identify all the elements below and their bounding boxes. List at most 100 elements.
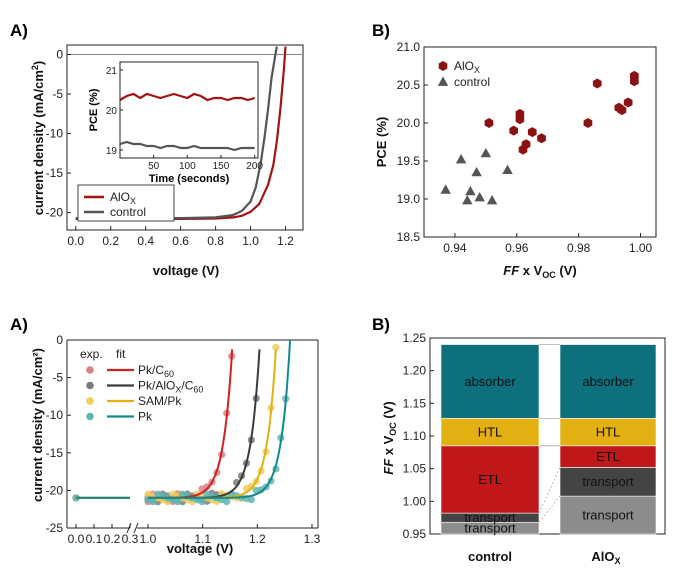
stack-segment-transport — [559, 467, 657, 497]
inset-x-tick-label: 100 — [179, 161, 196, 172]
fit-legend-label-sub2: 60 — [193, 385, 203, 395]
panel-label-bottom-right: B) — [372, 315, 390, 334]
scatter-legend: AlOX control — [437, 59, 490, 89]
fit-legend-label: Pk/C60 — [138, 363, 174, 379]
stack-segment-label-transport: transport — [464, 510, 516, 525]
scatter-legend-alox-marker — [438, 61, 448, 71]
fit-exp-point — [272, 343, 280, 352]
fit-legend-header-fit: fit — [116, 347, 126, 361]
stack-y-axis-label: FF x VOC (V) — [381, 401, 398, 474]
scatter-point-control — [474, 191, 485, 202]
inset-series-line-0 — [119, 92, 255, 102]
fit-legend-label-main: Pk/AlO — [138, 379, 175, 393]
scatter-x-tick-label: 1.00 — [629, 241, 653, 255]
stack-segment-label-transport: transport — [582, 474, 634, 489]
scatter-point-control — [486, 195, 498, 205]
scatter-y-tick-label: 20.5 — [397, 78, 421, 92]
inset-y-axis-label: PCE (%) — [88, 88, 100, 131]
jv-fit-chart: 0.0 0.1 0.2 0.3 1.0 1.1 1.2 1.30-5-10-15-20-25 … — [30, 333, 321, 556]
inset-x-axis-label: Time (seconds) — [149, 173, 230, 185]
scatter-point-alox — [592, 78, 602, 89]
jv-x-tick-label: 1.0 — [242, 234, 259, 248]
jv-legend-alox-label: AlOX — [110, 190, 136, 206]
scatter-point-alox — [509, 125, 518, 136]
fit-x-tick-label: 1.2 — [249, 532, 266, 546]
stack-segment-label-transport: transport — [582, 508, 634, 523]
scatter-point-alox — [527, 127, 537, 138]
stack-segment-label-ETL: ETL — [478, 472, 502, 487]
inset-x-tick-label: 150 — [213, 161, 230, 172]
inset-y-tick-label: 20 — [106, 106, 118, 117]
fit-x-tick-label: 1.1 — [194, 532, 211, 546]
fit-series-line-3 — [148, 339, 292, 499]
inset-x-tick-label: 50 — [148, 161, 160, 172]
fit-legend-label: Pk — [138, 410, 153, 424]
jv-x-tick-label: 1.2 — [277, 234, 294, 248]
jv-x-tick-label: 0.0 — [67, 234, 84, 248]
inset-y-tick-label: 19 — [106, 146, 118, 157]
stack-y-tick-label: 1.20 — [403, 364, 427, 378]
stack-segment-label-absorber: absorber — [464, 374, 516, 389]
stack-connector-line — [538, 467, 561, 514]
scatter-point-alox — [521, 139, 531, 150]
fit-legend-label-sub: X — [175, 385, 181, 395]
jv-y-tick-label: -20 — [46, 206, 64, 220]
scatter-point-control — [502, 164, 513, 174]
fit-x-tick-label: 1.3 — [304, 532, 321, 546]
fit-y-tick-label: 0 — [56, 333, 63, 347]
jv-x-tick-label: 0.6 — [172, 234, 189, 248]
jv-y-tick-label: -5 — [52, 87, 63, 101]
stack-segment-absorber — [559, 344, 657, 419]
fit-y-tick-label: -5 — [52, 371, 63, 385]
stack-y-tick-label: 1.25 — [403, 331, 427, 345]
jv-x-axis-label: voltage (V) — [153, 263, 219, 278]
stack-segment-label-absorber: absorber — [582, 374, 634, 389]
fit-x-tick-label: 1.0 — [140, 532, 157, 546]
inset-series-line-1 — [119, 140, 255, 152]
jv-plot-frame — [66, 44, 304, 231]
fit-exp-point — [198, 498, 206, 506]
scatter-point-alox — [537, 133, 546, 144]
fit-y-tick-label: -20 — [46, 483, 64, 497]
stack-axis-ticks: 1.25 1.20 1.15 1.10 1.05 1.00 0.95 — [403, 331, 434, 541]
panel-label-bottom-left: A) — [10, 315, 28, 334]
scatter-x-tick-label: 0.96 — [505, 241, 529, 255]
fit-y-tick-label: -15 — [46, 446, 64, 460]
scatter-x-axis-label: FF x VOC (V) — [503, 263, 576, 280]
stack-y-tick-label: 1.05 — [403, 462, 427, 476]
stack-category-control: control — [468, 549, 512, 564]
fit-x-tick-label: 0.1 — [86, 532, 103, 546]
jv-y-tick-label: -10 — [46, 127, 64, 141]
scatter-point-control — [480, 147, 492, 158]
scatter-legend-alox-label: AlOX — [454, 59, 480, 75]
fit-legend-label-sub: 60 — [164, 369, 174, 379]
stack-segment-label-HTL: HTL — [596, 425, 621, 440]
fit-legend-label-main: Pk/C — [138, 363, 164, 377]
fit-y-axis-label: current density (mA/cm²) — [30, 348, 45, 502]
scatter-point-control — [440, 184, 451, 194]
jv-y-axis-label: current density (mA/cm2) — [30, 61, 46, 216]
scatter-point-alox — [583, 118, 593, 128]
jv-x-tick-label: 0.4 — [137, 234, 154, 248]
inset-frame — [119, 61, 259, 159]
loss-stack-chart: 1.251.201.151.101.051.000.95 transporttr… — [381, 331, 666, 566]
stack-y-tick-label: 1.15 — [403, 396, 427, 410]
stack-segment-label-ETL: ETL — [596, 449, 620, 464]
jv-y-tick-label: 0 — [56, 47, 63, 61]
stack-segment-transport — [559, 495, 657, 535]
fit-experimental-points — [72, 343, 290, 506]
scatter-legend-control-marker — [437, 76, 449, 86]
jv-legend-control-label: control — [110, 205, 146, 219]
stack-segment-HTL — [440, 418, 540, 447]
fit-legend-header-exp: exp. — [80, 347, 103, 361]
jv-legend: AlOX control — [77, 184, 175, 222]
scatter-point-alox — [484, 118, 494, 128]
panel-label-top-right: B) — [372, 21, 390, 40]
stack-segment-HTL — [559, 418, 657, 447]
fit-exp-point — [247, 495, 255, 504]
scatter-point-alox — [623, 97, 633, 108]
scatter-y-tick-label: 19.0 — [397, 192, 421, 206]
scatter-point-alox — [630, 76, 639, 87]
stack-segment-ETL — [440, 445, 540, 514]
